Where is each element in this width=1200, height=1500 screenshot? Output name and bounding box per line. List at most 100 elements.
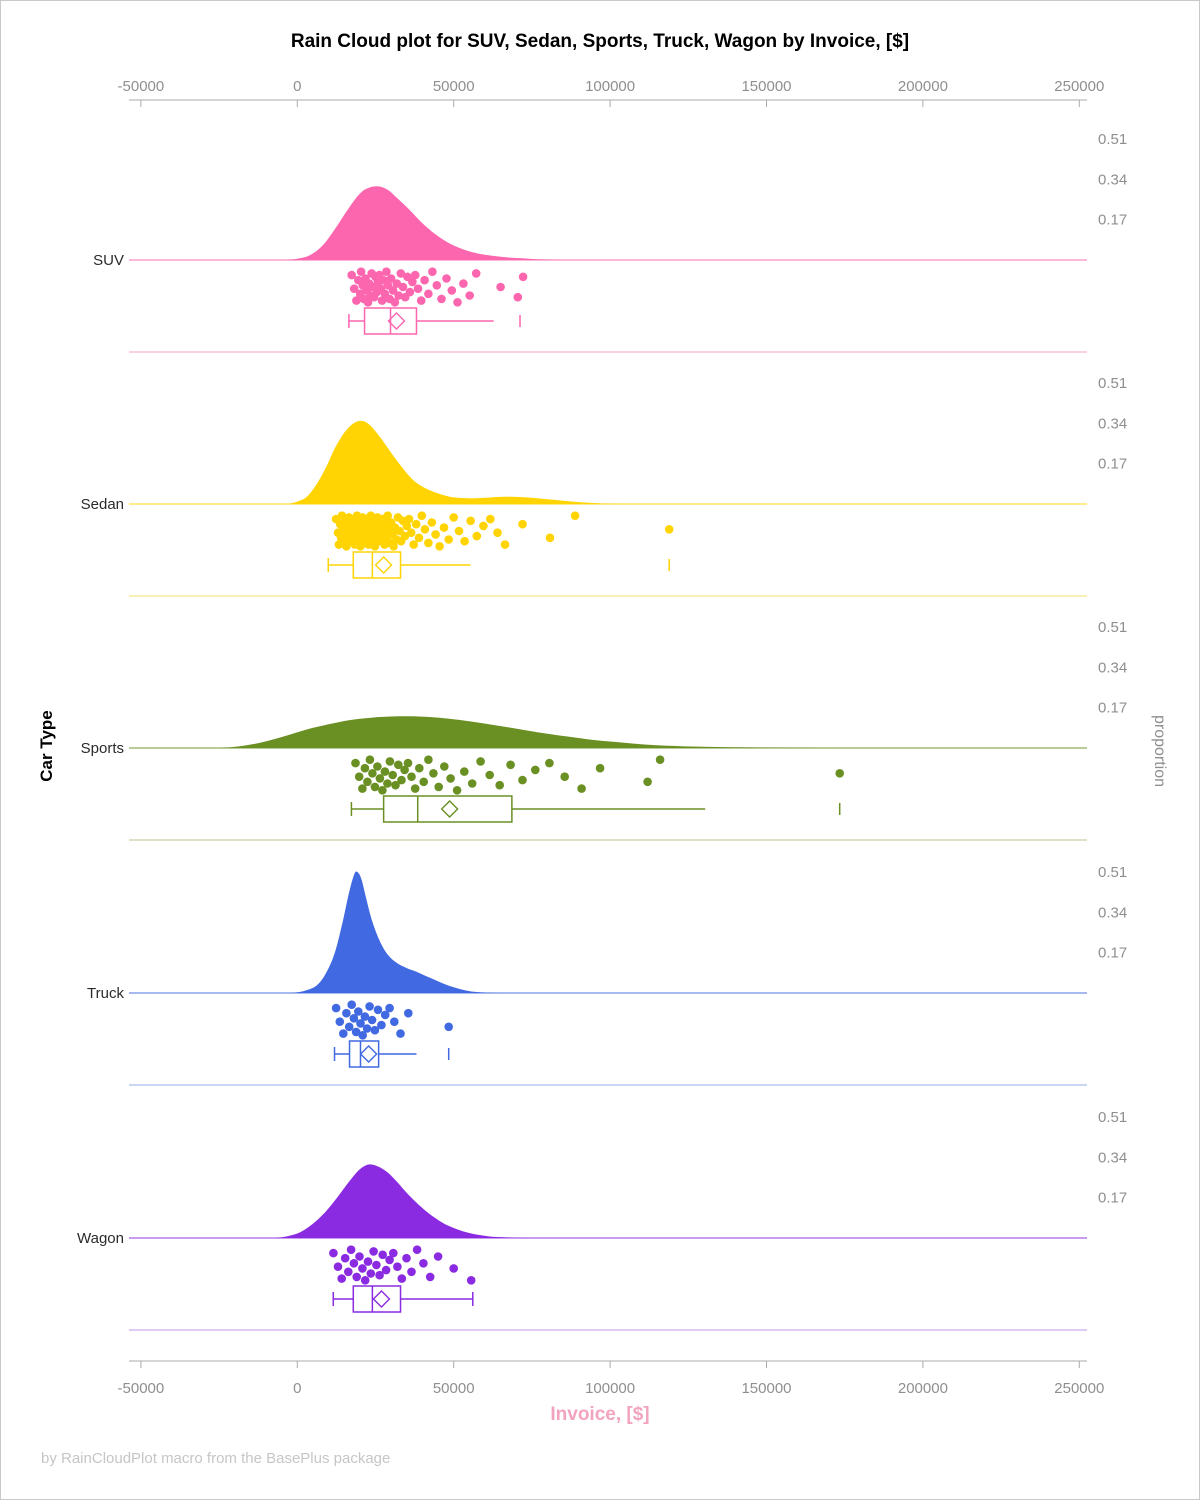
rain-point — [389, 1248, 398, 1258]
rain-point — [398, 282, 408, 292]
rain-point — [365, 755, 375, 764]
rain-point — [335, 1017, 345, 1026]
rain-point — [356, 1019, 365, 1028]
rain-point — [595, 763, 605, 773]
x-tick-label-bottom: -50000 — [118, 1380, 165, 1397]
rain-point — [351, 758, 360, 768]
proportion-tick-label: 0.17 — [1098, 1190, 1127, 1207]
rain-point — [390, 298, 400, 307]
rain-point — [465, 291, 475, 300]
rain-point — [380, 1010, 390, 1020]
rain-points — [331, 511, 674, 551]
box-plot — [332, 1285, 474, 1313]
rain-point — [513, 292, 523, 302]
rain-point — [349, 1014, 359, 1023]
rain-point — [496, 282, 505, 292]
rain-point — [449, 1264, 459, 1273]
rain-point — [349, 284, 359, 294]
rain-point — [835, 769, 844, 778]
rain-point — [375, 1270, 384, 1280]
rain-point — [410, 270, 420, 280]
band-truck: Truck 0.51 0.34 0.17 — [87, 864, 1127, 1086]
box-plot — [350, 795, 841, 823]
rain-point — [329, 1248, 338, 1258]
box-iqr — [348, 1040, 380, 1068]
rain-point — [352, 1272, 362, 1282]
box-plot — [348, 307, 521, 335]
rain-point — [382, 267, 391, 277]
rain-point — [383, 511, 393, 520]
rain-point — [479, 521, 488, 531]
rain-point — [381, 1265, 391, 1275]
rain-point — [347, 270, 357, 280]
rain-point — [354, 1007, 363, 1016]
x-tick-label-top: 150000 — [741, 78, 791, 95]
proportion-tick-label: 0.17 — [1098, 456, 1127, 473]
rain-point — [396, 269, 406, 278]
box-iqr — [352, 1285, 402, 1313]
rain-point — [545, 758, 554, 768]
rain-point — [380, 767, 390, 776]
rain-point — [467, 779, 477, 788]
rain-point — [402, 521, 412, 531]
density-curve — [287, 420, 626, 504]
rain-point — [366, 1269, 376, 1278]
x-tick-label-bottom: 100000 — [585, 1380, 635, 1397]
x-tick-label-bottom: 250000 — [1054, 1380, 1104, 1397]
category-label: Sports — [81, 740, 124, 757]
density-curve — [219, 716, 830, 748]
footnote-text: by RainCloudPlot macro from the BasePlus… — [41, 1450, 391, 1467]
rain-point — [385, 1255, 394, 1265]
rain-point — [446, 774, 455, 783]
y-axis-label-car-type: Car Type — [37, 710, 56, 782]
proportion-tick-label: 0.51 — [1098, 864, 1127, 881]
rain-point — [424, 289, 433, 299]
proportion-tick-label: 0.51 — [1098, 375, 1127, 392]
rain-point — [404, 514, 414, 524]
rain-point — [420, 525, 430, 534]
rain-point — [365, 1002, 374, 1011]
rain-point — [518, 519, 527, 529]
rain-point — [385, 1003, 394, 1013]
rain-point — [518, 272, 528, 282]
rain-point — [397, 775, 406, 785]
rain-point — [358, 1264, 367, 1273]
rain-point — [419, 1259, 428, 1268]
rain-point — [377, 296, 387, 305]
rain-point — [410, 784, 420, 793]
mean-diamond — [374, 556, 393, 574]
rain-point — [363, 1257, 373, 1266]
rain-point — [406, 528, 416, 537]
rain-point — [347, 1000, 357, 1009]
rain-point — [390, 1017, 399, 1026]
band-sports: Sports 0.51 0.34 0.17 — [81, 619, 1127, 841]
rain-point — [391, 780, 400, 790]
proportion-tick-label: 0.51 — [1098, 619, 1127, 636]
x-tick-label-bottom: 200000 — [898, 1380, 948, 1397]
rain-point — [425, 1272, 435, 1282]
rain-point — [397, 1274, 407, 1283]
rain-point — [337, 511, 347, 520]
rain-point — [346, 1245, 356, 1254]
rain-point — [395, 526, 404, 536]
rain-point — [404, 1008, 413, 1018]
proportion-tick-label: 0.51 — [1098, 131, 1127, 148]
mean-diamond — [359, 1045, 378, 1063]
x-tick-label-top: 50000 — [433, 78, 475, 95]
rain-point — [378, 1250, 388, 1260]
rain-point — [655, 755, 665, 764]
rain-point — [437, 294, 446, 304]
rain-point — [577, 784, 586, 793]
box-plot — [327, 551, 670, 579]
proportion-tick-label: 0.17 — [1098, 700, 1127, 717]
rain-point — [447, 286, 457, 295]
rain-point — [342, 1008, 351, 1018]
x-axis-top: -50000 0 50000 100000 150000 200000 250000 — [118, 78, 1104, 107]
rain-point — [444, 1022, 454, 1032]
rain-point — [402, 1253, 411, 1263]
rain-point — [440, 762, 449, 771]
rain-point — [394, 760, 403, 770]
rain-point — [386, 274, 396, 283]
x-tick-label-top: 0 — [293, 78, 301, 95]
rain-point — [385, 757, 395, 766]
